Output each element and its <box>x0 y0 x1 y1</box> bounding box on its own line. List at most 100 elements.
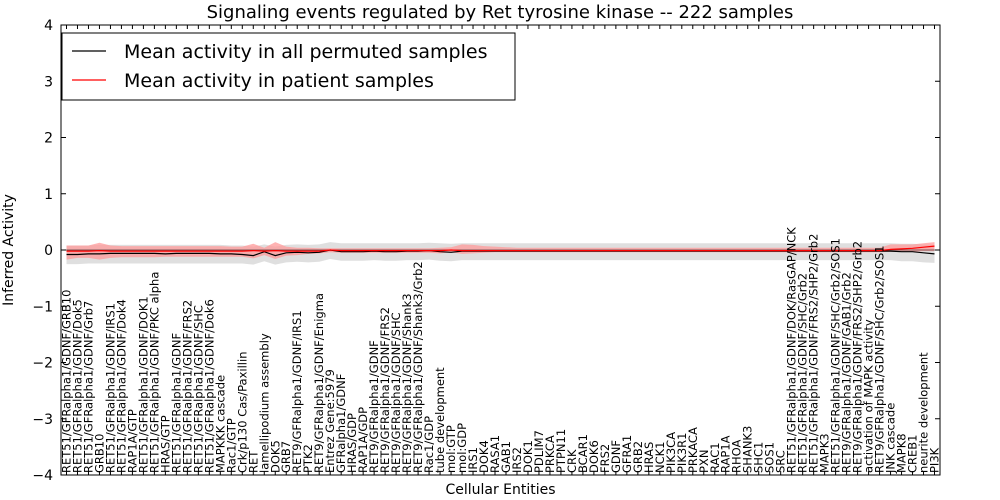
x-tick-label: SRC <box>774 450 788 473</box>
x-tick-label: GDNF <box>609 440 623 473</box>
y-axis-label: Inferred Activity <box>1 194 17 306</box>
x-tick-label: GAB1 <box>499 441 513 473</box>
y-tick-label: 0 <box>44 243 53 259</box>
x-tick-label: RAP1A/GDP <box>356 407 370 473</box>
x-tick-label: RASA1 <box>488 435 502 473</box>
x-tick-label: BCAR1 <box>576 434 590 473</box>
x-tick-label: CREB1 <box>906 435 920 474</box>
x-tick-label: DOK1 <box>521 440 535 473</box>
x-tick-label: PRKCA <box>543 435 557 473</box>
y-tick-label: −2 <box>32 356 53 372</box>
y-tick-label: −1 <box>32 299 53 315</box>
x-tick-label: RHOA <box>730 440 744 473</box>
x-tick-label: PTPN11 <box>554 429 568 473</box>
x-tick-label: RET51/GFRalpha1/GDNF/GRB10 <box>60 290 74 473</box>
x-tick-label: RET9/GFRalpha1/GDNF/Shank3 <box>400 293 414 473</box>
x-axis-label: Cellular Entities <box>445 482 555 498</box>
x-tick-label: HRAS/GDP <box>345 413 359 473</box>
x-tick-label: RET9/GFRalpha1/GDNF/IRS1 <box>290 310 304 473</box>
x-tick-label: RET51/GFRalpha1/GDNF/DOK1 <box>136 296 150 473</box>
x-tick-label: RET51/GFRalpha1/GDNF/DOK/RasGAP/NCK <box>785 227 799 473</box>
chart-title: Signaling events regulated by Ret tyrosi… <box>207 2 794 23</box>
x-tick-label: PI3K <box>928 447 942 473</box>
x-tick-label: RET9/GFRalpha1/GDNF/FRS2 <box>378 307 392 473</box>
x-tick-label: PDLIM7 <box>532 430 546 473</box>
x-tick-label: RET9/GFRalpha1/GDNF/FRS2/SHP2/Grb2 <box>851 241 865 473</box>
x-tick-label: PRKACA <box>686 427 700 473</box>
x-tick-label: neurite development <box>917 352 931 473</box>
x-tick-label: Entrez Gene:5979 <box>323 369 337 473</box>
x-tick-label: JNK cascade <box>884 403 898 474</box>
x-tick-label: RET51/GFRalpha1/GDNF <box>169 333 183 473</box>
x-tick-label: SHC1 <box>752 442 766 473</box>
x-tick-label: HRAS <box>642 442 656 473</box>
x-tick-label: RET51/GFRalpha1/GDNF/Dok5 <box>71 299 85 473</box>
x-tick-label: CRK <box>565 449 579 473</box>
x-tick-label: DOK4 <box>477 440 491 473</box>
series-lines <box>61 245 940 257</box>
x-tick-label: activation of MAPK activity <box>862 319 876 473</box>
x-tick-label: Rac1/GDP <box>422 416 436 473</box>
x-tick-label: RET51/GFRalpha1/GDNF/Grb7 <box>82 301 96 473</box>
x-tick-label: PIK3CA <box>664 432 678 473</box>
x-tick-label: GFRA1 <box>620 435 634 473</box>
x-tick-label: SHANK3 <box>741 426 755 473</box>
x-tick-label: Rac1/GTP <box>224 418 238 473</box>
x-tick-label: RET51/GFRalpha1/GDNF/PKC alpha <box>147 272 161 473</box>
y-tick-label: −3 <box>32 412 53 428</box>
x-tick-label: RET51/GFRalpha1/GDNF/SHC <box>191 305 205 473</box>
x-tick-label: RET9/GFRalpha1/GDNF/GAB1/Grb2 <box>840 272 854 473</box>
x-tick-label: RET9/GFRalpha1/GDNF/Shank3/Grb2 <box>411 261 425 473</box>
x-tick-label: RET51/GFRalpha1/GDNF/FRS2/SHP2/Grb2 <box>807 234 821 473</box>
y-axis: −4 −3 −2 −1 0 1 2 3 4 <box>32 18 940 484</box>
x-tick-label: lamellipodium assembly <box>257 333 271 473</box>
x-tick-label: FRS2 <box>598 444 612 473</box>
y-tick-label: 2 <box>44 131 53 147</box>
x-tick-label: RET51/GFRalpha1/GDNF/IRS1 <box>103 303 117 473</box>
x-tick-label: RET9/GFRalpha1/GDNF/SHC <box>389 312 403 473</box>
x-tick-label: RET51/GFRalpha1/GDNF/Dok4 <box>114 299 128 473</box>
x-tick-label: RAC1 <box>708 442 722 473</box>
x-tick-label: RET9/GFRalpha1/GDNF <box>367 340 381 473</box>
x-tick-label: MAPK8 <box>895 433 909 473</box>
x-tick-label: Crk/p130 Cas/Paxillin <box>235 352 249 473</box>
plot-frame <box>60 24 941 476</box>
legend: Mean activity in all permuted samples Mea… <box>61 32 516 101</box>
y-tick-label: −4 <box>32 468 53 484</box>
x-tick-label: RET <box>246 450 260 473</box>
x-tick-label: MAPK3 <box>818 433 832 473</box>
y-tick-label: 3 <box>44 74 53 90</box>
legend-label: Mean activity in all permuted samples <box>124 41 487 63</box>
x-tick-label: RET9/GFRalpha1/GDNF/SHC/Grb2/SOS1 <box>873 245 887 473</box>
x-tick-label: GRB2 <box>631 441 645 473</box>
x-tick-label: RET51/GFRalpha1/GDNF/FRS2 <box>180 300 194 473</box>
x-tick-label: RAP1A <box>719 435 733 473</box>
x-tick-label: PIK3R1 <box>675 433 689 474</box>
legend-label: Mean activity in patient samples <box>124 70 434 92</box>
x-tick-label: RET51/GFRalpha1/GDNF/Dok6 <box>202 299 216 473</box>
x-tick-label: RET51/GFRalpha1/GDNF/SHC/Grb2/SOS1 <box>829 238 843 473</box>
x-tick-label: RET51/GFRalpha1/GDNF/SHC/Grb2 <box>796 273 810 473</box>
legend-box <box>61 32 516 101</box>
x-tick-label: RET9/GFRalpha1/GDNF/Enigma <box>312 293 326 473</box>
x-tick-label: GFRalpha1/GDNF <box>334 374 348 473</box>
y-tick-label: 1 <box>44 187 53 203</box>
x-tick-label: SOS1 <box>763 442 777 473</box>
x-tick-label: PTK2 <box>301 444 315 473</box>
y-tick-label: 4 <box>44 18 53 34</box>
x-tick-label: IRS2 <box>510 447 524 473</box>
x-tick-label: RAP1A/GTP <box>125 409 139 473</box>
x-tick-label: NCK1 <box>653 442 667 474</box>
x-tick-label: MAPKKK cascade <box>213 375 227 473</box>
x-tick-label: PXN <box>697 450 711 473</box>
x-tick-label: HRAS/GTP <box>158 415 172 473</box>
x-tick-label: DOK5 <box>268 440 282 473</box>
x-tick-label: mol:GTP <box>444 425 458 473</box>
x-tick-label: tube development <box>433 367 447 473</box>
x-tick-label: IRS1 <box>466 447 480 473</box>
x-axis: RET51/GFRalpha1/GDNF/GRB10RET51/GFRalpha… <box>60 25 942 475</box>
patient-mean-line <box>66 245 935 252</box>
x-tick-label: DOK6 <box>587 440 601 473</box>
x-tick-label: mol:GDP <box>455 423 469 473</box>
